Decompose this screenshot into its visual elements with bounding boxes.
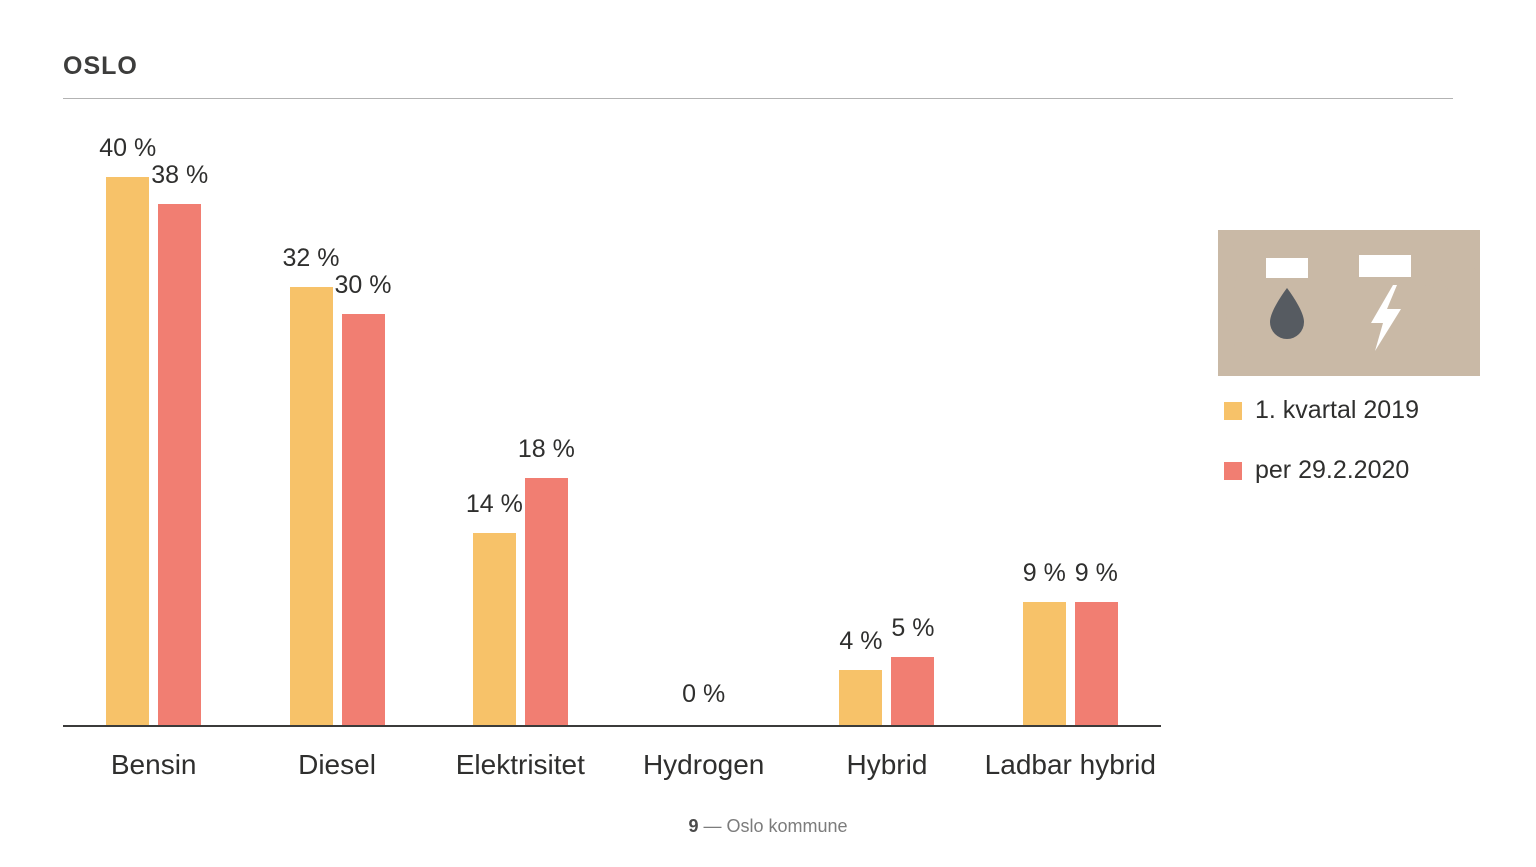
x-axis-line	[63, 725, 1161, 727]
ev-charger-plug-icon	[1335, 241, 1479, 376]
page-number: 9	[688, 816, 699, 836]
x-axis-label-0: Bensin	[110, 749, 197, 780]
value-label-s1-c1: 30 %	[334, 271, 392, 299]
bar-chart: Bensin 40 % 38 % Diesel 32 % 30 % Elektrisitet…	[63, 128, 1161, 780]
legend-item-2019: 1. kvartal 2019	[1224, 396, 1419, 425]
legend-label-2020: per 29.2.2020	[1255, 456, 1410, 484]
value-label-s0-c5: 9 %	[1022, 558, 1066, 587]
bar-s1-c5	[1074, 601, 1118, 725]
value-label-s0-c1: 32 %	[282, 243, 340, 272]
source-text: Oslo kommune	[726, 816, 848, 836]
bar-s0-c1	[289, 286, 333, 725]
value-label-s1-c2: 18 %	[517, 435, 575, 464]
value-label-s1-c5: 9 %	[1074, 558, 1118, 587]
legend: 1. kvartal 2019 per 29.2.2020	[1218, 230, 1480, 490]
source-caption: 9 — Oslo kommune	[0, 816, 1536, 837]
value-label-s0-c4: 4 %	[839, 627, 883, 656]
legend-icons	[1218, 230, 1480, 376]
x-axis-label-5: Ladbar hybrid	[984, 749, 1156, 780]
oil-drop-icon	[1270, 288, 1304, 339]
bar-s0-c2	[472, 533, 516, 725]
page-title: OSLO	[63, 52, 138, 80]
legend-label-2019: 1. kvartal 2019	[1255, 396, 1419, 424]
bar-s0-c0	[106, 177, 150, 725]
legend-swatch-2019	[1224, 401, 1242, 420]
bar-s1-c2	[524, 478, 568, 725]
legend-item-2020: per 29.2.2020	[1224, 456, 1409, 485]
x-axis-label-1: Diesel	[298, 749, 376, 780]
value-label-s0-c2: 14 %	[465, 490, 523, 519]
value-label-zero-3: 0 %	[682, 680, 726, 708]
value-label-s0-c0: 40 %	[99, 134, 157, 162]
bar-s0-c5	[1022, 601, 1066, 725]
legend-swatch-2020	[1224, 461, 1242, 480]
x-axis-label-4: Hybrid	[846, 749, 928, 780]
fuel-pump-oil-icon	[1224, 238, 1323, 375]
electric-plug-icon	[1433, 246, 1479, 295]
x-axis-label-3: Hydrogen	[642, 749, 765, 780]
x-axis-label-2: Elektrisitet	[455, 749, 585, 780]
lightning-bolt-icon	[1371, 285, 1401, 351]
bar-s1-c4	[891, 656, 935, 725]
value-label-s1-c4: 5 %	[891, 613, 935, 642]
value-label-s1-c0: 38 %	[151, 161, 209, 190]
bar-s1-c0	[158, 204, 202, 725]
caption-separator: —	[703, 816, 722, 836]
bar-s1-c1	[341, 314, 385, 725]
bar-s0-c4	[839, 670, 883, 725]
header-divider	[63, 98, 1453, 99]
